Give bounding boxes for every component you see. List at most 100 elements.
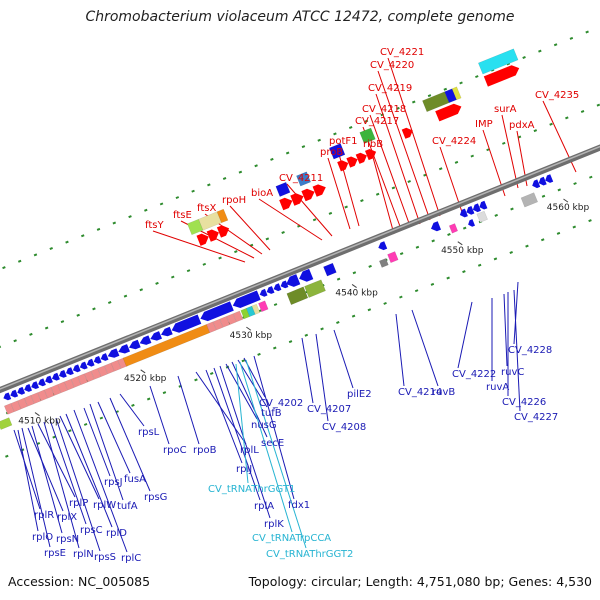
tick-mark (367, 308, 372, 312)
leader-line (286, 183, 333, 237)
leader-line (229, 205, 271, 251)
gene-label: surA (494, 104, 517, 115)
tick-mark (556, 231, 561, 235)
reverse-gene-arrow (259, 288, 268, 297)
forward-gene-arrow (301, 188, 315, 202)
tick-mark (139, 288, 144, 292)
forward-gene-arrow (355, 152, 367, 164)
tick-mark (589, 175, 593, 179)
tick-mark (144, 208, 148, 212)
leader-line (27, 427, 64, 512)
tick-mark (360, 199, 364, 203)
tick-mark (462, 270, 466, 274)
reverse-gene-arrow (86, 358, 95, 367)
tick-mark (533, 129, 538, 133)
gene-label: pdxA (509, 120, 535, 131)
tick-mark (202, 262, 207, 266)
tick-mark (510, 207, 514, 211)
tick-mark (348, 126, 353, 129)
reverse-gene-arrow (100, 353, 109, 361)
gene-block (0, 417, 13, 430)
forward-gene-arrow (196, 233, 209, 246)
gene-label: rplL (240, 445, 259, 456)
kbp-tick (563, 198, 569, 203)
reverse-gene-arrow (266, 286, 275, 294)
reverse-gene-arrow (45, 375, 53, 384)
kbp-label: 4560 kbp (547, 203, 590, 213)
label-layer: 4510 kbp 4520 kbp 4530 kbp 4540 kbp 4550 kbp… (18, 47, 589, 564)
tick-mark (557, 188, 562, 192)
tick-mark (596, 103, 600, 107)
leader-line (49, 419, 87, 525)
gene-block (286, 286, 309, 306)
tick-mark (443, 87, 448, 91)
tick-mark (572, 225, 577, 229)
leader-line (21, 427, 51, 548)
rna-label: CV_tRNAThrGGT1 (208, 484, 295, 495)
gene-block (258, 300, 269, 313)
reverse-gene-arrow (232, 290, 261, 308)
gene-label: fdx1 (288, 500, 310, 511)
tick-mark (241, 359, 246, 363)
leader-line (245, 359, 307, 549)
leader-line (89, 403, 124, 501)
leader-line (301, 337, 314, 404)
gene-block (57, 381, 68, 394)
tick-mark (222, 176, 227, 180)
tick-mark (493, 257, 498, 261)
forward-gene-arrow (401, 127, 413, 139)
tick-mark (364, 119, 369, 123)
gene-label: rplX (57, 512, 77, 523)
tick-mark (399, 295, 403, 299)
gene-block (64, 378, 75, 391)
leader-line (213, 367, 261, 501)
reverse-gene-arrow (118, 344, 130, 354)
gene-label: pilE2 (347, 389, 372, 400)
gene-label: CV_4219 (368, 83, 412, 94)
reverse-gene-arrow (139, 335, 152, 345)
kbp-label: 4510 kbp (18, 417, 61, 427)
leader-line (205, 369, 243, 464)
leader-line (333, 329, 354, 389)
gene-block (477, 48, 519, 75)
gene-label: proB (320, 147, 343, 158)
gene-label: CV_4222 (452, 369, 496, 380)
gene-block (387, 251, 399, 264)
leader-line (503, 293, 508, 367)
kbp-tick (140, 369, 146, 374)
gene-label: CV_4214 (398, 387, 442, 398)
tick-mark (186, 269, 191, 273)
tick-mark (207, 183, 211, 187)
gene-label: CV_4208 (322, 422, 366, 433)
tick-mark (155, 281, 159, 285)
tick-mark (254, 164, 258, 168)
gene-label: ftsX (197, 203, 216, 214)
tick-mark (430, 282, 435, 286)
tick-mark (573, 182, 577, 186)
gene-label: ribB (363, 139, 383, 150)
reverse-gene-arrow (459, 208, 468, 218)
gene-block (359, 127, 376, 144)
gene-label: rpsC (80, 525, 103, 536)
rna-label: CV_tRNAThrGGT2 (266, 549, 353, 560)
tick-mark (44, 326, 49, 330)
gene-block (448, 223, 459, 234)
gene-label: rplW (93, 500, 116, 511)
reverse-gene-arrow (72, 364, 81, 373)
tick-mark (83, 422, 88, 426)
tick-mark (351, 314, 356, 318)
gene-label: rpoB (193, 445, 217, 456)
gene-label: bioA (251, 188, 273, 199)
reverse-gene-arrow (280, 280, 289, 289)
gene-block (84, 370, 95, 383)
reverse-gene-arrow (299, 268, 314, 282)
leader-line (258, 198, 323, 241)
gene-block (476, 210, 488, 223)
gene-label: rpsG (144, 492, 167, 503)
tick-mark (146, 397, 151, 401)
leader-line (31, 425, 63, 534)
reverse-gene-arrow (479, 200, 488, 210)
leader-line (457, 301, 473, 369)
tick-mark (368, 264, 372, 268)
